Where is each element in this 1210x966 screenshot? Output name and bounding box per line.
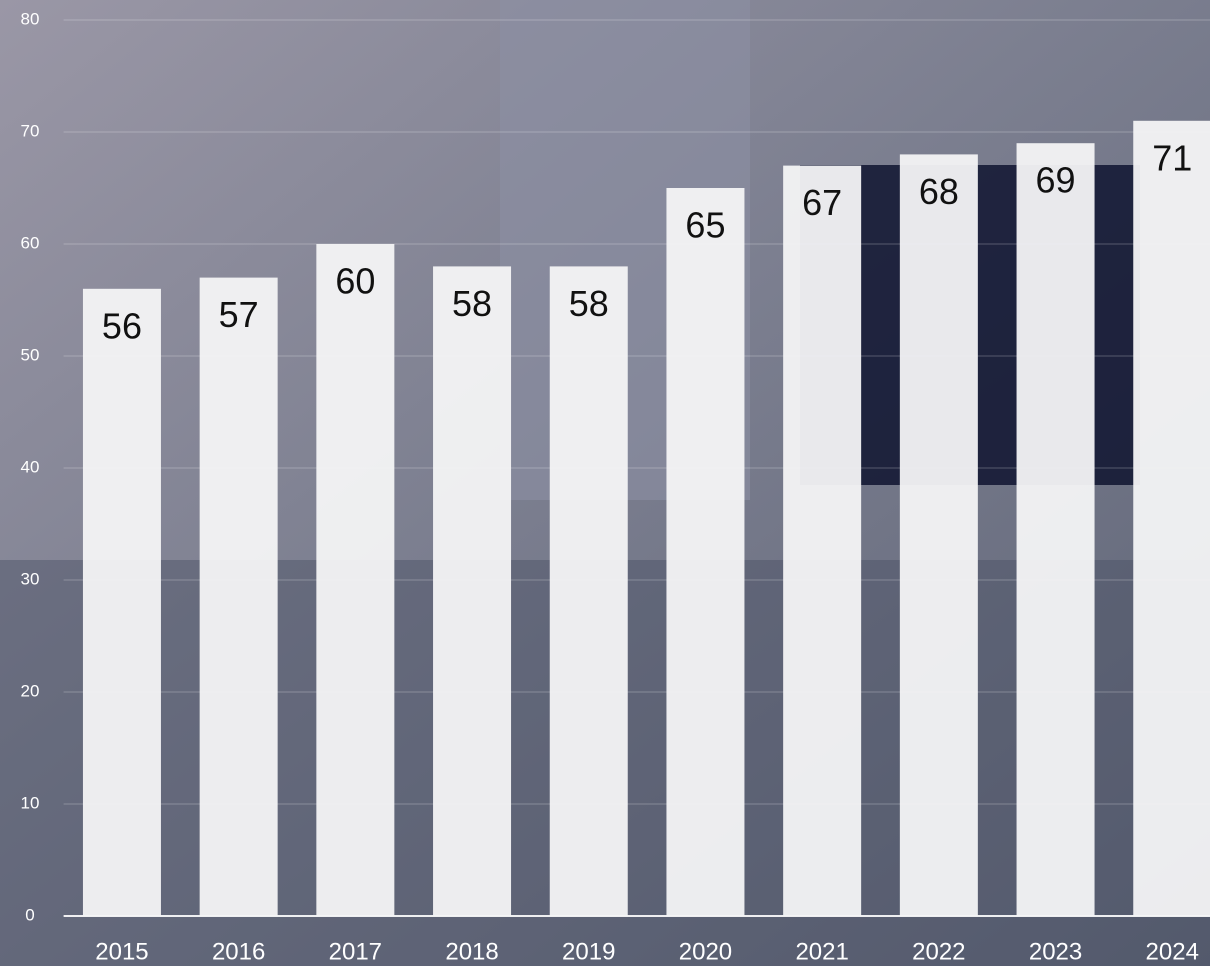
- value-label: 57: [219, 294, 259, 335]
- value-label: 71: [1152, 137, 1192, 178]
- y-tick-label: 0: [25, 905, 34, 924]
- x-tick-label: 2019: [562, 938, 615, 965]
- bar: [783, 165, 862, 917]
- y-tick-label: 40: [21, 457, 40, 476]
- bar: [1133, 120, 1210, 917]
- bar: [666, 188, 745, 916]
- x-tick-label: 2024: [1146, 938, 1199, 965]
- y-tick-label: 50: [21, 345, 40, 364]
- x-tick-label: 2023: [1029, 938, 1082, 965]
- value-label: 60: [335, 261, 375, 302]
- y-tick-label: 20: [21, 681, 40, 700]
- x-tick-label: 2016: [212, 938, 265, 965]
- value-label: 58: [452, 283, 492, 324]
- y-tick-label: 70: [21, 121, 40, 140]
- x-tick-label: 2015: [95, 938, 148, 965]
- bar: [433, 266, 512, 916]
- x-tick-label: 2020: [679, 938, 732, 965]
- value-label: 58: [569, 283, 609, 324]
- x-tick-label: 2018: [445, 938, 498, 965]
- x-tick-label: 2021: [795, 938, 848, 965]
- value-label: 56: [102, 305, 142, 346]
- y-tick-label: 10: [21, 793, 40, 812]
- bar: [1016, 143, 1095, 916]
- bar: [199, 277, 278, 917]
- bar: [549, 266, 628, 916]
- value-label: 65: [685, 205, 725, 246]
- y-tick-label: 30: [21, 569, 40, 588]
- x-tick-label: 2022: [912, 938, 965, 965]
- y-tick-label: 80: [21, 9, 40, 28]
- bar: [899, 154, 978, 916]
- value-label: 69: [1036, 160, 1076, 201]
- value-label: 68: [919, 171, 959, 212]
- bar: [316, 244, 395, 916]
- value-label: 67: [802, 182, 842, 223]
- bar: [82, 288, 161, 916]
- x-tick-label: 2017: [329, 938, 382, 965]
- y-tick-label: 60: [21, 233, 40, 252]
